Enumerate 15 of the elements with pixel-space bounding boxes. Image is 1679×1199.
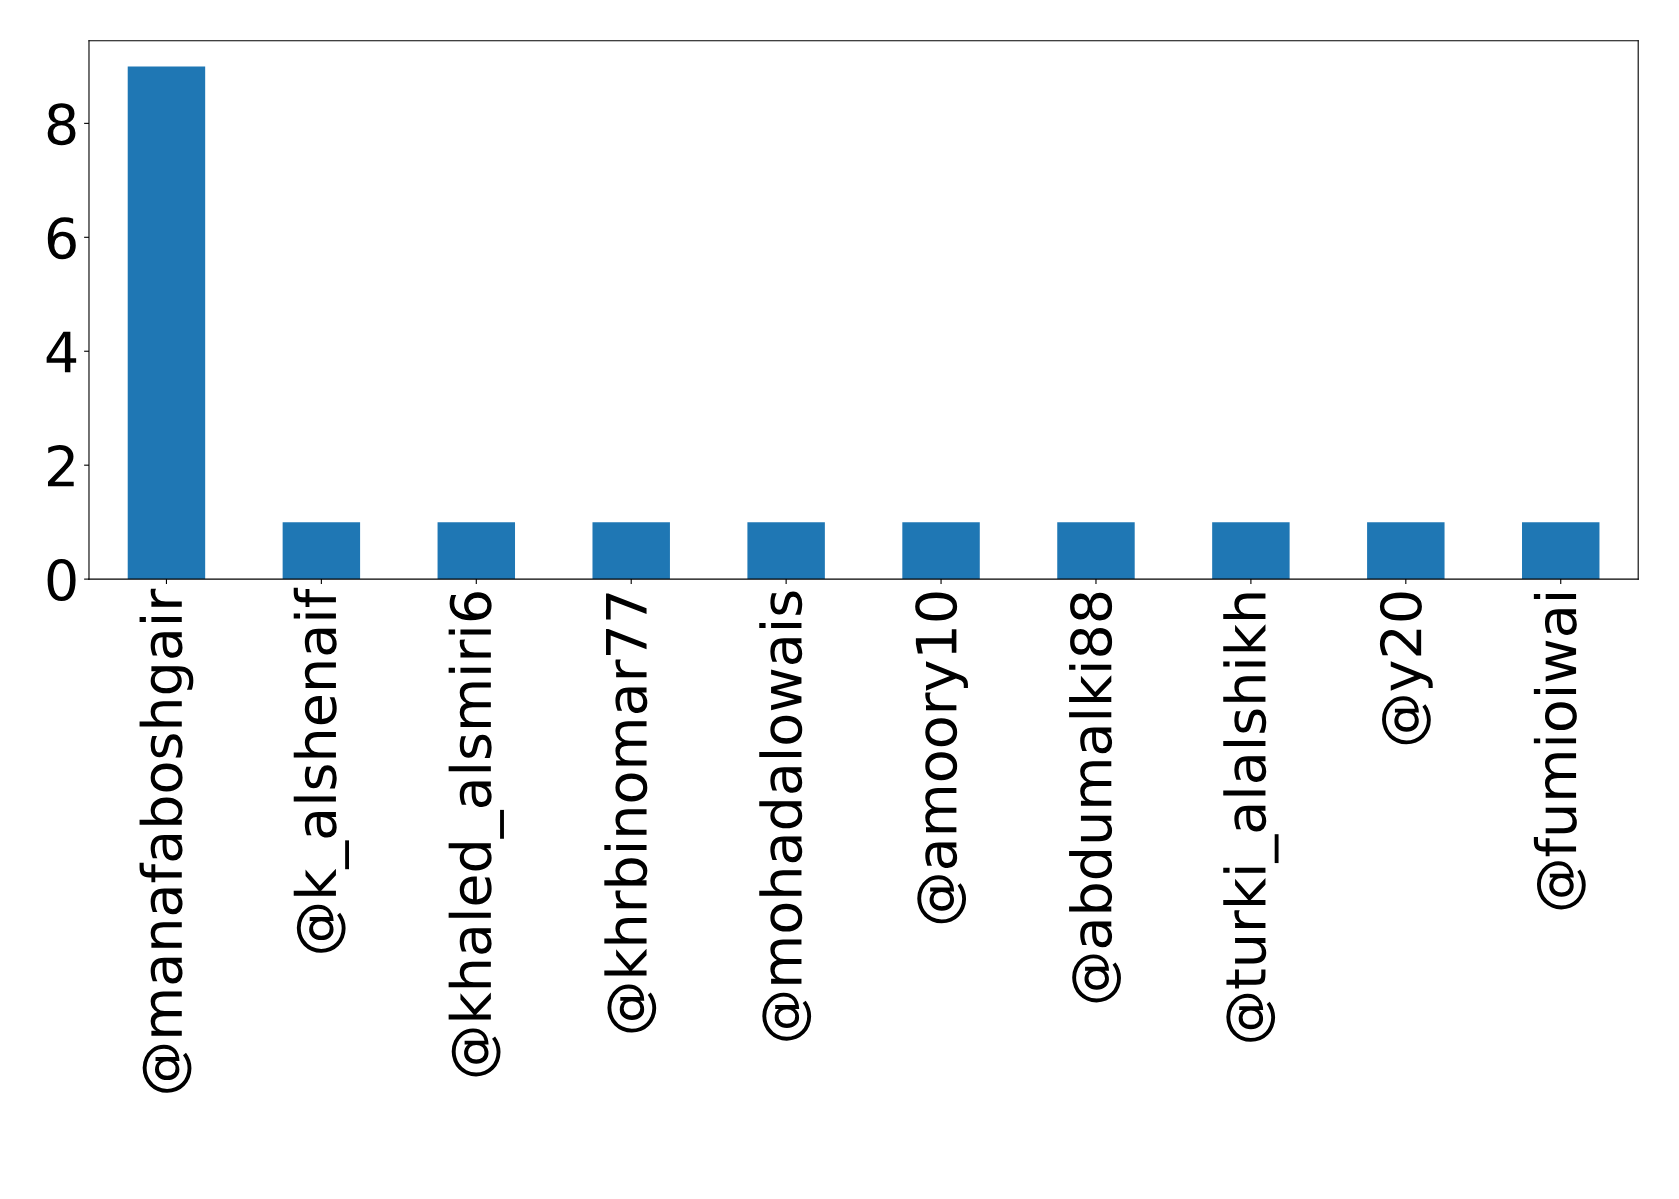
y-tick-label: 8 xyxy=(47,103,76,146)
x-tick-label: @k_alshenaif xyxy=(293,587,350,953)
x-tick-label: @mohadalowais xyxy=(759,591,812,1041)
y-tick-label: 4 xyxy=(46,331,77,373)
x-tick-label: @turki_alalshikh xyxy=(1223,593,1279,1042)
x-tick-label: @fumioiwai xyxy=(1533,594,1586,910)
y-tick-label: 2 xyxy=(47,445,74,487)
x-tick-label: @khrbinomar77 xyxy=(604,593,657,1033)
x-tick-label: @amoory10 xyxy=(915,592,968,924)
x-tick-label: @manafaboshgair xyxy=(139,588,194,1093)
x-tick-label: @y20 xyxy=(1379,592,1433,745)
y-tick-label: 6 xyxy=(47,217,76,260)
x-tick-label: @abdumalki88 xyxy=(1069,592,1121,1003)
x-tick-label: @khaled_alsmiri6 xyxy=(448,592,504,1077)
y-tick-label: 0 xyxy=(47,558,76,602)
